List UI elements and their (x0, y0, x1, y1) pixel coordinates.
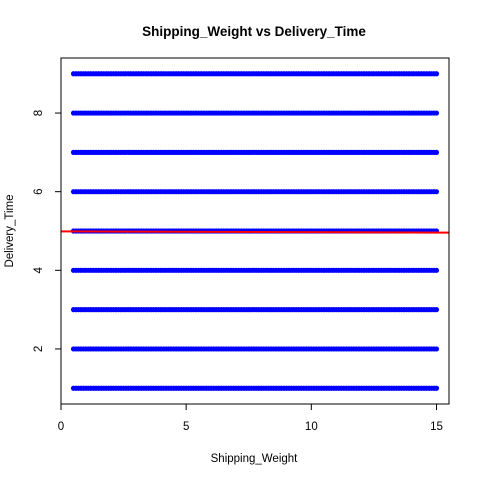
data-point (434, 71, 439, 76)
y-tick-label: 8 (33, 110, 45, 116)
data-point (434, 150, 439, 155)
regression-line (61, 231, 449, 232)
x-axis-label: Shipping_Weight (211, 453, 299, 465)
x-tick-label: 10 (305, 421, 318, 433)
y-tick-label: 4 (33, 267, 45, 274)
x-tick-label: 0 (58, 421, 64, 433)
data-point (434, 110, 439, 115)
y-tick-label: 6 (33, 188, 45, 194)
data-point (434, 307, 439, 312)
x-tick-label: 15 (430, 421, 443, 433)
chart-title: Shipping_Weight vs Delivery_Time (142, 24, 366, 39)
y-tick-label: 2 (33, 346, 45, 352)
data-point (434, 386, 439, 391)
x-tick-label: 5 (183, 421, 189, 433)
data-point (434, 346, 439, 351)
data-point (434, 189, 439, 194)
regression-line-group (61, 231, 449, 232)
data-point (434, 268, 439, 273)
y-axis: 2 4 6 8 (33, 110, 61, 352)
x-axis: 0 5 10 15 (58, 404, 443, 433)
y-axis-label: Delivery_Time (4, 194, 16, 267)
